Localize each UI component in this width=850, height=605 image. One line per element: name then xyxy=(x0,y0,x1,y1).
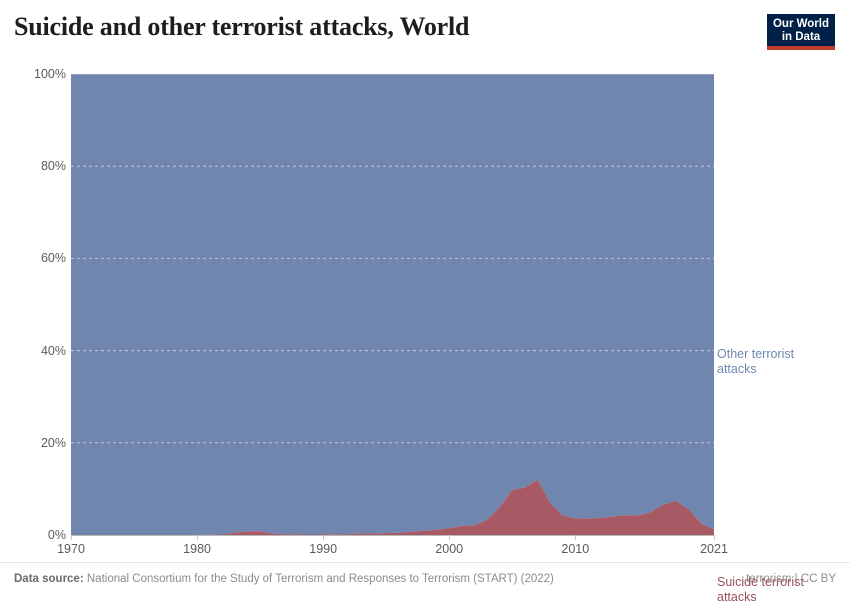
plot-area[interactable] xyxy=(71,74,714,535)
footer-license: terrorism | CC BY xyxy=(746,573,836,585)
chart-header: Suicide and other terrorist attacks, Wor… xyxy=(0,0,850,62)
data-source-label: Data source: xyxy=(14,573,84,585)
owid-logo[interactable]: Our World in Data xyxy=(767,14,835,50)
x-axis: 1970 1980 1990 2000 2010 2021 xyxy=(0,535,850,565)
x-axis-tick-1980: 1980 xyxy=(183,542,211,556)
x-axis-tick-mark-1990 xyxy=(323,535,325,540)
x-axis-tick-1990: 1990 xyxy=(309,542,338,556)
y-axis: 0% 20% 40% 60% 80% 100% xyxy=(0,62,66,562)
owid-logo-line-1: Our World xyxy=(772,18,829,30)
y-axis-tick-40pct: 40% xyxy=(40,343,66,358)
x-axis-tick-mark-2021 xyxy=(714,535,715,540)
data-source-text: National Consortium for the Study of Ter… xyxy=(86,573,554,585)
y-axis-tick-80pct: 80% xyxy=(40,159,66,174)
y-axis-tick-20pct: 20% xyxy=(40,435,66,450)
series-label-other-line-2: attacks xyxy=(717,362,757,376)
x-axis-baseline xyxy=(71,535,714,536)
x-axis-tick-mark-1980 xyxy=(197,535,199,540)
chart-footer: Data source: National Consortium for the… xyxy=(0,562,850,601)
series-label-suicide-line-1: Suicide terrorist xyxy=(717,575,804,589)
y-axis-tick-0pct: 0% xyxy=(47,528,66,542)
x-axis-tick-mark-1970 xyxy=(71,535,72,540)
page-title: Suicide and other terrorist attacks, Wor… xyxy=(14,12,470,41)
stacked-area-chart xyxy=(71,74,714,535)
x-axis-tick-1970: 1970 xyxy=(57,542,85,556)
x-axis-tick-2000: 2000 xyxy=(435,542,464,556)
y-axis-tick-100pct: 100% xyxy=(34,67,66,81)
x-axis-tick-2010: 2010 xyxy=(561,542,590,556)
x-axis-tick-mark-2000 xyxy=(449,535,451,540)
series-label-other-line-1: Other terrorist xyxy=(717,347,795,361)
x-axis-tick-2021: 2021 xyxy=(700,542,728,556)
series-label-other-terrorist-attacks: Other terrorist attacks xyxy=(717,347,794,377)
data-source: Data source: National Consortium for the… xyxy=(14,573,554,585)
y-axis-tick-60pct: 60% xyxy=(40,251,66,266)
x-axis-tick-mark-2010 xyxy=(575,535,577,540)
owid-logo-line-2: in Data xyxy=(781,31,821,43)
chart-area: 0% 20% 40% 60% 80% 100% 1970 1980 1990 2000 2010 2… xyxy=(0,62,850,604)
